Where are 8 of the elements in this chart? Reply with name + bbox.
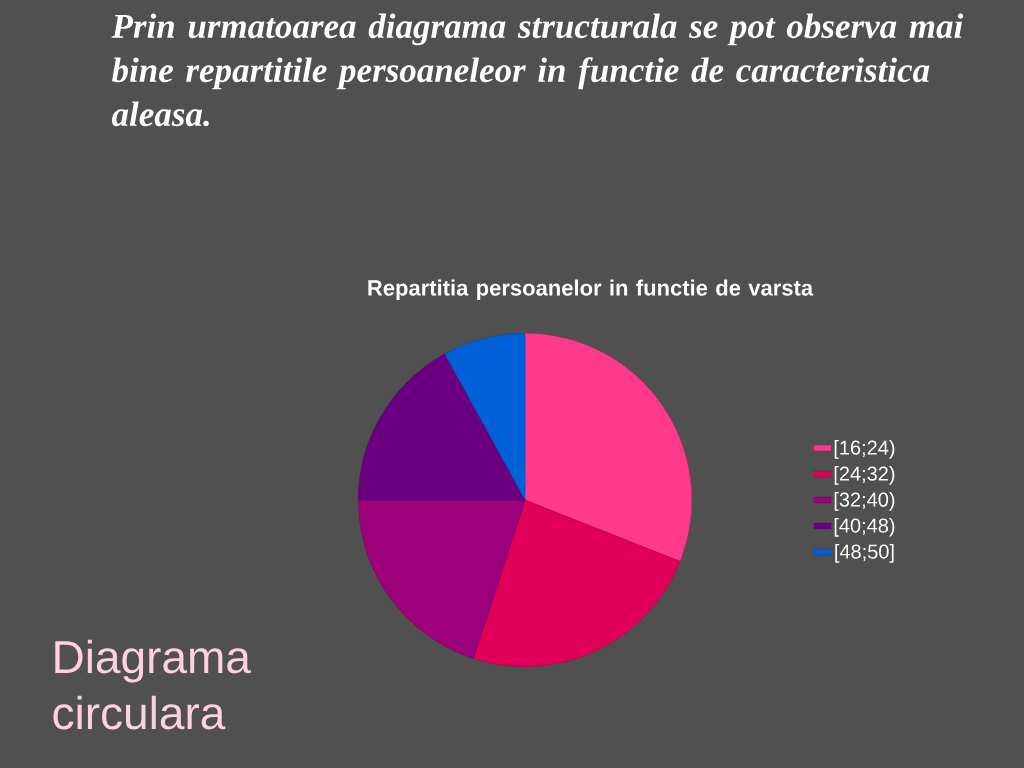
- legend-label: [48;50]: [835, 543, 894, 563]
- legend-label: [24;32): [834, 466, 895, 485]
- legend-label: [32;40): [834, 492, 895, 511]
- legend-label: [40;48): [834, 517, 895, 537]
- text: Diagrama circulara: [53, 639, 251, 730]
- legend-label: [16;24): [834, 440, 895, 459]
- text: Prin urmatoarea diagrama structurala se pot observa mai bine repartitile persoaneleor in functie de caracteristica aleasa.: [111, 13, 964, 127]
- chart-title: Repartitia persoanelor in functie de varsta: [368, 279, 814, 301]
